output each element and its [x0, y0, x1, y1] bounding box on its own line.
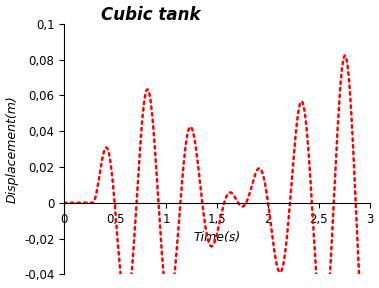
Text: Cubic tank: Cubic tank [101, 5, 200, 24]
X-axis label: Time(s): Time(s) [193, 231, 241, 244]
Y-axis label: Displacement(m): Displacement(m) [6, 95, 19, 203]
